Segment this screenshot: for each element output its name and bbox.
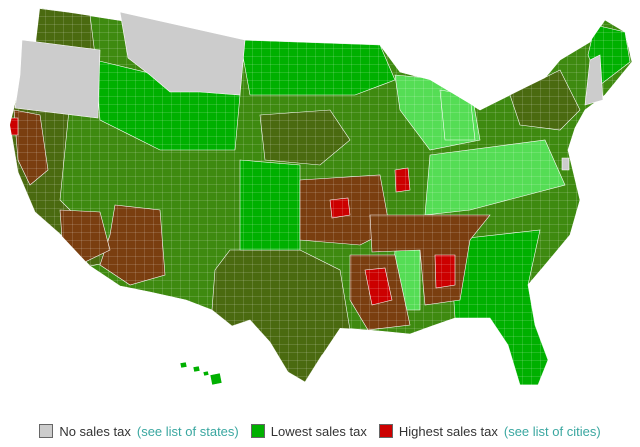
contiguous-us <box>9 7 633 386</box>
hawaii-island-1 <box>179 361 188 369</box>
hawaii-island-2 <box>192 365 201 373</box>
hawaii <box>179 361 223 386</box>
lowest-swatch <box>250 424 265 438</box>
lowest-label: Lowest sales tax <box>270 423 367 439</box>
see-list-of-cities-link[interactable]: (see list of cities) <box>503 423 601 439</box>
legend-no-tax: No sales tax (see list of states) <box>39 423 239 439</box>
highest-swatch <box>378 424 393 438</box>
map-legend: No sales tax (see list of states) Lowest… <box>0 420 640 442</box>
see-list-of-states-link[interactable]: (see list of states) <box>136 423 239 439</box>
no-tax-label: No sales tax <box>59 423 131 439</box>
new-hampshire-no-tax <box>584 54 604 106</box>
legend-lowest: Lowest sales tax <box>250 423 367 439</box>
delaware-no-tax <box>561 157 570 171</box>
legend-highest: Highest sales tax (see list of cities) <box>378 423 601 439</box>
hawaii-island-4 <box>209 372 223 386</box>
oregon-no-tax <box>14 39 101 119</box>
us-sales-tax-map <box>9 7 633 386</box>
highest-label: Highest sales tax <box>398 423 498 439</box>
hawaii-island-3 <box>202 370 210 377</box>
montana-no-tax <box>119 11 246 96</box>
no-tax-swatch <box>39 424 54 438</box>
